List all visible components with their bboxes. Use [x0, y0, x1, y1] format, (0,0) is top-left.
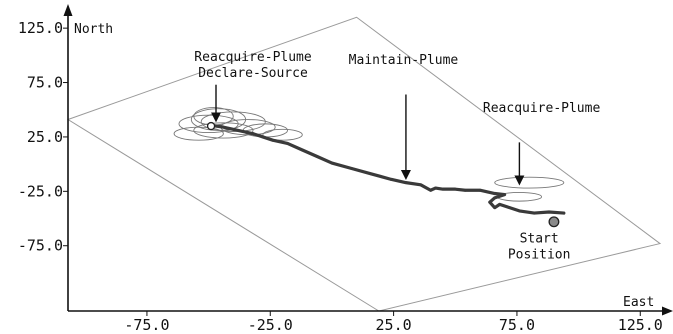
trajectory-point	[404, 181, 408, 185]
robot-trajectory-line	[207, 123, 566, 215]
trajectory-point	[271, 138, 275, 142]
trajectory-point	[493, 192, 497, 195]
x-axis-title: East	[623, 295, 654, 310]
y-tick-label: 125.0	[18, 19, 63, 37]
source-marker	[206, 121, 216, 131]
x-tick-label: -75.0	[124, 316, 169, 334]
trajectory-point	[508, 206, 511, 210]
trajectory-point	[350, 167, 354, 170]
trajectory-point	[503, 193, 506, 196]
trajectory-point	[434, 186, 437, 190]
trajectory-point	[518, 209, 521, 213]
trajectory-point	[562, 211, 566, 215]
search-area-boundary	[66, 16, 662, 312]
y-tick-label: 25.0	[27, 128, 63, 146]
trajectory-point	[261, 135, 265, 139]
annotation-label: Declare-Source	[198, 66, 308, 81]
trajectory-point	[547, 210, 551, 214]
search-loop-4	[193, 122, 254, 139]
trajectory-point	[493, 196, 497, 200]
y-tick-label: 75.0	[27, 74, 63, 92]
x-tick-label: 75.0	[499, 316, 535, 334]
trajectory-point	[441, 187, 445, 191]
y-tick-label: -75.0	[18, 237, 63, 255]
trajectory-point	[222, 125, 225, 129]
y-tick-label: -25.0	[18, 182, 63, 200]
annotation-label: Reacquire-Plume	[194, 50, 312, 65]
trajectory-point	[389, 177, 393, 181]
trajectory-point	[236, 129, 240, 132]
x-tick-label: -25.0	[248, 316, 293, 334]
annotation-label: Start	[520, 231, 559, 246]
y-axis-arrowhead	[63, 4, 73, 16]
annotation-label: Reacquire-Plume	[483, 101, 601, 116]
trajectory-point	[370, 172, 373, 176]
search-loop-9	[494, 176, 565, 189]
search-loop-8	[193, 107, 234, 126]
trajectory-point	[498, 202, 502, 206]
trajectory-point	[453, 187, 457, 191]
trajectory-point	[532, 211, 536, 215]
trajectory-point	[478, 188, 482, 192]
y-axis-title: North	[74, 22, 113, 37]
search-loop-6	[173, 126, 224, 141]
trajectory-point	[419, 183, 423, 187]
trajectory-point	[251, 132, 255, 136]
trajectory-point	[300, 148, 304, 152]
trajectory-point	[330, 161, 334, 165]
trajectory-point	[429, 188, 432, 192]
annotation-label: Maintain-Plume	[349, 53, 459, 68]
x-tick-label: 25.0	[376, 316, 412, 334]
trajectory-point	[488, 200, 492, 204]
trajectory-point	[315, 155, 319, 158]
trajectory-point	[493, 206, 497, 210]
x-axis-arrowhead	[662, 306, 673, 316]
start-position-marker	[548, 216, 560, 228]
trajectory-point	[286, 142, 289, 145]
trajectory-point	[463, 188, 467, 192]
search-loop-7	[262, 128, 303, 141]
annotation-label: Position	[508, 247, 571, 262]
x-tick-label: 125.0	[618, 316, 663, 334]
